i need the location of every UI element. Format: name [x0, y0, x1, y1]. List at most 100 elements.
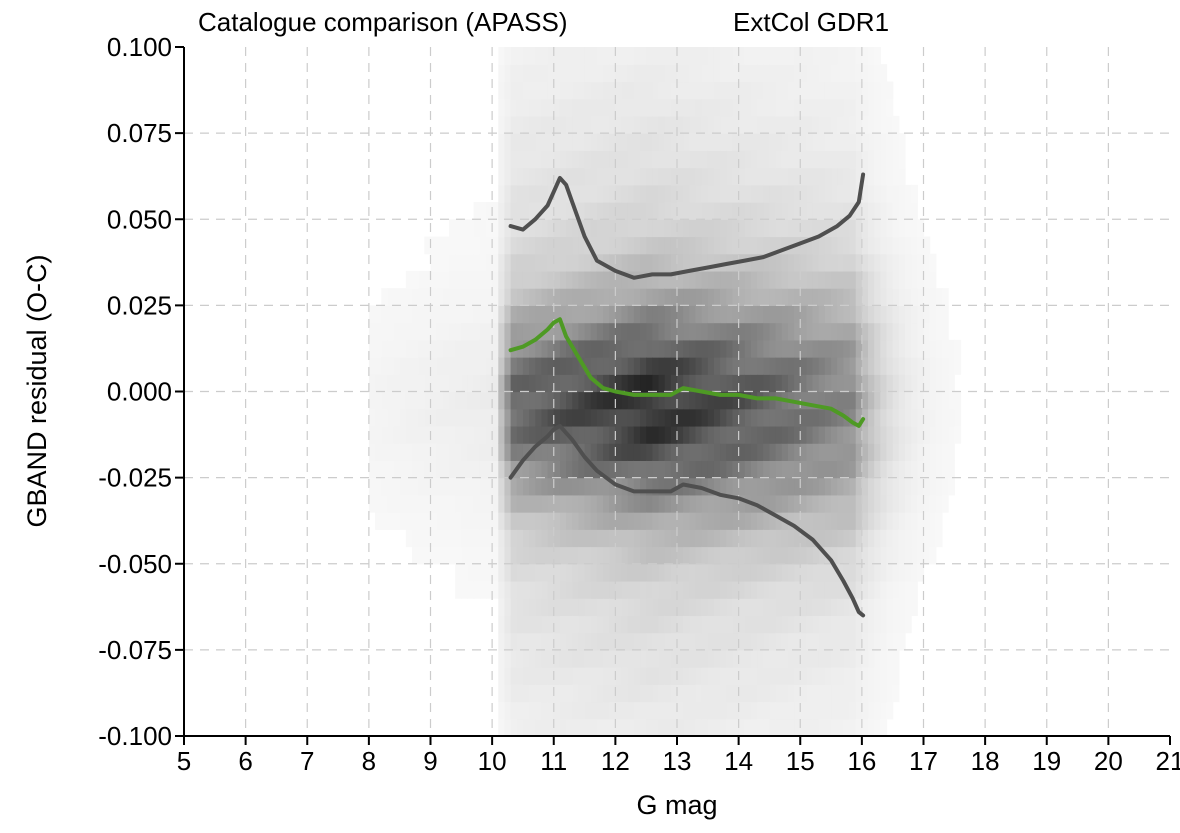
heatmap-cell: [646, 98, 653, 117]
heatmap-cell: [633, 288, 641, 306]
heatmap-cell: [929, 288, 937, 306]
heatmap-cell: [923, 529, 931, 548]
heatmap-cell: [535, 649, 543, 668]
heatmap-cell: [473, 408, 481, 427]
heatmap-cell: [627, 391, 635, 410]
heatmap-cell: [701, 425, 709, 444]
heatmap-cell: [886, 150, 894, 169]
heatmap-cell: [732, 615, 740, 634]
heatmap-cell: [738, 667, 746, 685]
heatmap-cell: [886, 667, 894, 685]
heatmap-cell: [516, 598, 524, 617]
heatmap-cell: [831, 615, 838, 634]
heatmap-cell: [658, 667, 666, 685]
heatmap-cell: [473, 391, 481, 410]
heatmap-cell: [448, 374, 456, 393]
heatmap-cell: [448, 460, 456, 479]
heatmap-cell: [621, 701, 629, 720]
heatmap-cell: [578, 512, 586, 530]
heatmap-cell: [732, 150, 740, 169]
heatmap-cell: [498, 253, 506, 272]
heatmap-cell: [874, 167, 881, 186]
heatmap-cell: [837, 425, 844, 444]
heatmap-cell: [695, 81, 703, 100]
heatmap-cell: [547, 529, 555, 548]
heatmap-cell: [516, 425, 524, 444]
heatmap-cell: [609, 133, 616, 151]
heatmap-cell: [787, 81, 795, 100]
heatmap-cell: [652, 47, 660, 65]
heatmap-cell: [609, 81, 616, 100]
heatmap-cell: [695, 270, 703, 289]
heatmap-cell: [806, 494, 814, 513]
heatmap-cell: [670, 202, 678, 220]
heatmap-cell: [547, 460, 555, 479]
heatmap-cell: [498, 615, 506, 634]
heatmap-cell: [578, 115, 586, 134]
heatmap-cell: [744, 529, 752, 548]
heatmap-cell: [535, 47, 543, 65]
heatmap-cell: [529, 529, 536, 548]
heatmap-cell: [738, 529, 746, 548]
heatmap-cell: [590, 684, 598, 703]
heatmap-cell: [886, 529, 894, 548]
heatmap-cell: [658, 202, 666, 220]
heatmap-cell: [738, 443, 746, 461]
heatmap-cell: [529, 219, 536, 238]
heatmap-cell: [430, 270, 438, 289]
heatmap-cell: [633, 684, 641, 703]
heatmap-cell: [590, 529, 598, 548]
heatmap-cell: [572, 494, 579, 513]
heatmap-cell: [837, 494, 844, 513]
heatmap-cell: [664, 443, 672, 461]
heatmap-cell: [775, 512, 783, 530]
heatmap-cell: [670, 305, 678, 324]
heatmap-cell: [461, 236, 469, 255]
heatmap-cell: [664, 81, 672, 100]
heatmap-cell: [744, 460, 752, 479]
heatmap-cell: [726, 270, 734, 289]
heatmap-cell: [510, 98, 518, 117]
heatmap-cell: [664, 357, 672, 375]
heatmap-cell: [720, 167, 727, 186]
heatmap-cell: [701, 150, 709, 169]
heatmap-cell: [547, 219, 555, 238]
heatmap-cell: [941, 408, 949, 427]
heatmap-cell: [695, 357, 703, 375]
heatmap-cell: [824, 408, 832, 427]
heatmap-cell: [701, 718, 709, 737]
heatmap-cell: [535, 598, 543, 617]
heatmap-cell: [559, 649, 567, 668]
heatmap-cell: [479, 580, 487, 599]
heatmap-cell: [868, 98, 875, 117]
heatmap-cell: [775, 288, 783, 306]
heatmap-cell: [541, 529, 549, 548]
heatmap-cell: [683, 236, 690, 255]
heatmap-cell: [670, 81, 678, 100]
heatmap-cell: [874, 718, 881, 737]
heatmap-cell: [806, 425, 814, 444]
heatmap-cell: [775, 546, 783, 565]
heatmap-cell: [498, 408, 506, 427]
heatmap-cell: [806, 598, 814, 617]
heatmap-cell: [492, 374, 499, 393]
heatmap-cell: [874, 529, 881, 548]
heatmap-cell: [399, 391, 407, 410]
heatmap-cell: [572, 150, 579, 169]
heatmap-cell: [861, 64, 869, 83]
heatmap-cell: [566, 47, 573, 65]
heatmap-cell: [683, 649, 690, 668]
heatmap-cell: [787, 425, 795, 444]
heatmap-cell: [683, 184, 690, 203]
heatmap-cell: [892, 374, 900, 393]
heatmap-cell: [818, 684, 826, 703]
heatmap-cell: [615, 529, 623, 548]
heatmap-cell: [547, 322, 555, 341]
heatmap-cell: [831, 253, 838, 272]
heatmap-cell: [929, 253, 937, 272]
heatmap-cell: [892, 288, 900, 306]
heatmap-cell: [683, 219, 690, 238]
heatmap-cell: [529, 133, 536, 151]
heatmap-cell: [794, 718, 801, 737]
heatmap-cell: [818, 253, 826, 272]
